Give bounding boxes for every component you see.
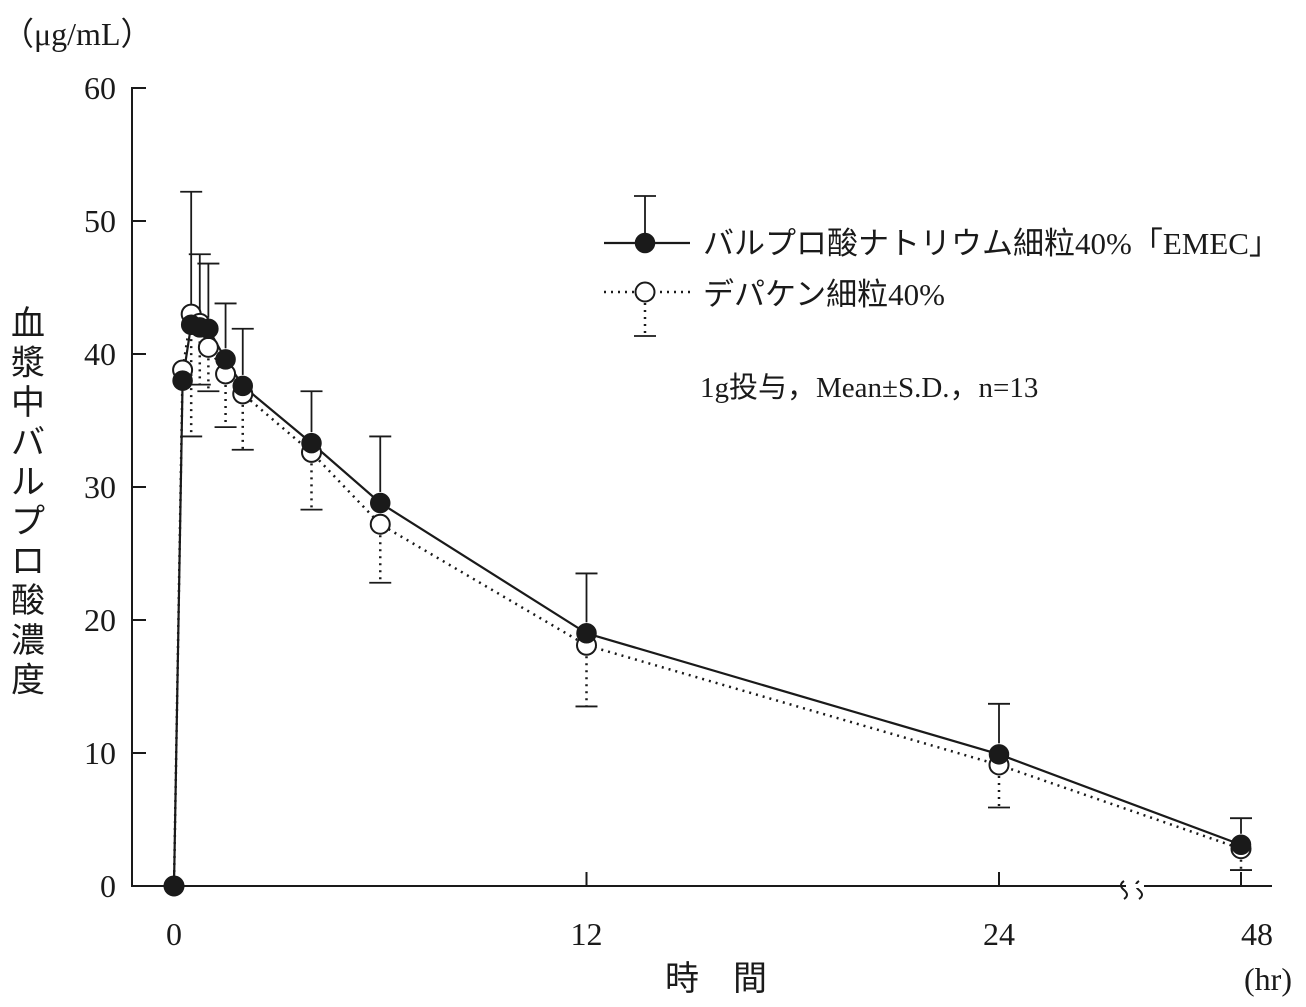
y-axis-title-char: 度: [11, 661, 45, 699]
data-point-series-1: [1230, 834, 1252, 856]
x-axis-break-gap: [1126, 884, 1142, 888]
error-bars: [180, 190, 1252, 871]
x-tick-label: 24: [983, 916, 1015, 952]
data-point-series-1: [988, 744, 1010, 765]
data-point-series-1: [198, 318, 219, 339]
x-unit-label: (hr): [1244, 961, 1292, 997]
y-axis-title-char: プ: [11, 504, 45, 541]
data-point-series-1: [301, 432, 322, 454]
data-point-series-1: [163, 875, 185, 897]
y-axis-title-char: 濃: [11, 622, 45, 660]
series-markers: [163, 303, 1252, 897]
y-tick-label: 20: [84, 602, 116, 638]
y-tick-label: 30: [84, 469, 116, 505]
x-axis-break-mark-left: [1120, 880, 1128, 900]
y-axis-title-char: バ: [11, 425, 45, 462]
y-axis-title-char: ロ: [11, 544, 45, 581]
data-point-series-1: [232, 375, 253, 397]
legend-sample-series-2: [604, 281, 690, 337]
x-tick-label: 0: [166, 916, 182, 952]
y-tick-label: 50: [84, 203, 116, 239]
legend-label-series-2: デパケン細粒40%: [703, 277, 945, 312]
y-axis-title-char: 血: [11, 305, 45, 343]
y-tick-label: 10: [84, 735, 116, 771]
y-axis-title-char: ル: [11, 464, 45, 501]
x-tick-label: 48: [1241, 916, 1273, 952]
dosing-note: 1g投与，Mean±S.D.，n=13: [700, 371, 1038, 404]
data-point-series-1: [215, 349, 236, 370]
y-axis-title-char: 中: [11, 384, 45, 422]
y-tick-label: 40: [84, 336, 116, 372]
series-line-series-1: [172, 323, 1242, 887]
data-point-series-1: [370, 492, 391, 514]
x-axis-title: 時 間: [665, 961, 767, 998]
data-point-series-2: [369, 513, 391, 535]
legend-label-series-1: バルプロ酸ナトリウム細粒40%「EMEC」: [703, 226, 1280, 261]
y-unit-label: （μg/mL）: [2, 16, 153, 52]
y-tick-label: 0: [100, 868, 116, 904]
x-tick-label: 12: [571, 916, 603, 952]
y-axis-title-char: 酸: [11, 582, 45, 620]
legend-marker-series-2: [634, 281, 656, 303]
legend-sample-series-1: [604, 195, 690, 254]
legend: バルプロ酸ナトリウム細粒40%「EMEC」 デパケン細粒40%: [604, 195, 1280, 337]
data-point-series-1: [576, 623, 597, 644]
legend-marker-series-1: [634, 232, 656, 254]
axes: [131, 88, 1272, 900]
data-point-series-1: [172, 370, 193, 391]
y-axis-title-char: 漿: [11, 345, 45, 383]
data-point-series-2: [197, 336, 219, 358]
y-tick-label: 60: [84, 70, 116, 106]
x-axis-break-mark-right: [1135, 880, 1143, 900]
ticks: 0 10 20 30 40 50 60 0 12 24 48: [84, 70, 1273, 952]
series-line-series-2: [172, 311, 1242, 887]
